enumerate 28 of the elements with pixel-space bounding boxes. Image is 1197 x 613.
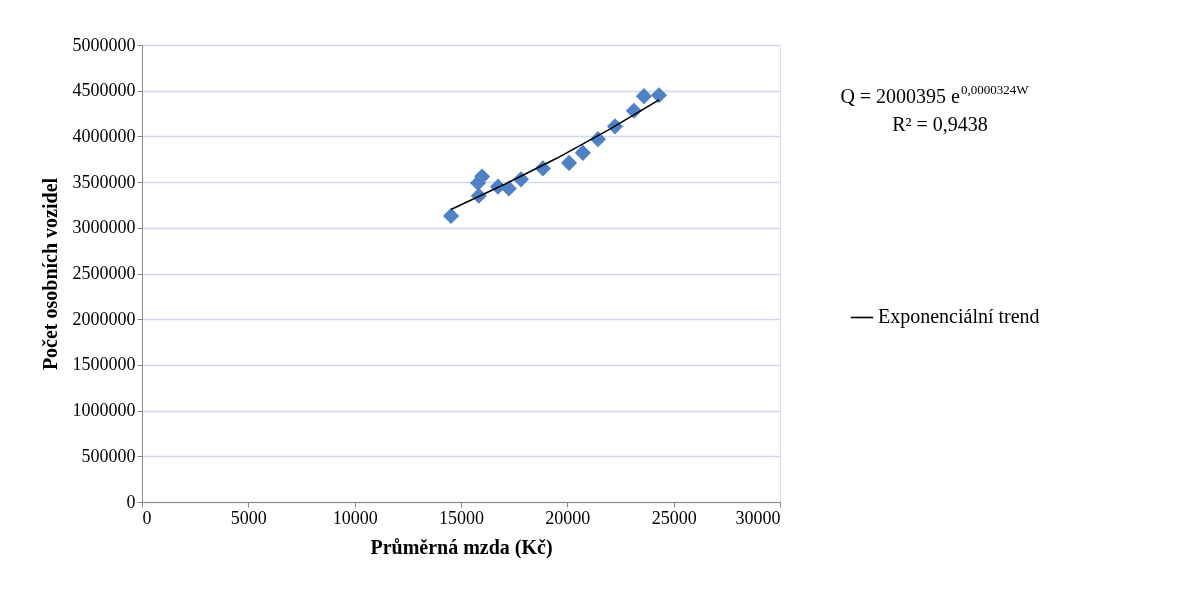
y-tick-label: 5000000 bbox=[72, 34, 136, 55]
point bbox=[560, 154, 578, 171]
point bbox=[635, 88, 652, 105]
x-tick-label: 5000 bbox=[230, 507, 267, 528]
y-tick-label: 500000 bbox=[81, 445, 136, 466]
point bbox=[442, 207, 460, 224]
y-axis-title: Počet osobních vozidel bbox=[38, 177, 61, 371]
x-tick-label: 30000 bbox=[735, 507, 781, 528]
y-tick-label: 4500000 bbox=[72, 80, 136, 101]
y-tick-label: 3000000 bbox=[72, 217, 136, 238]
y-tick-label: 3500000 bbox=[72, 171, 136, 192]
point bbox=[650, 87, 668, 104]
x-tick-label: 25000 bbox=[651, 507, 697, 528]
x-tick-label: 0 bbox=[142, 507, 152, 528]
y-tick-label: 4000000 bbox=[72, 125, 136, 146]
point bbox=[500, 180, 517, 197]
y-tick-label: 1500000 bbox=[72, 354, 136, 375]
text: R² = 0,9438 bbox=[892, 113, 988, 135]
y-tick-label: 1000000 bbox=[72, 400, 136, 421]
x-tick-label: 10000 bbox=[332, 507, 378, 528]
y-tick-label: 0 bbox=[126, 491, 136, 512]
x-tick-label: 15000 bbox=[439, 507, 484, 528]
x-axis-title: Průměrná mzda (Kč) bbox=[370, 535, 553, 559]
y-tick-label: 2000000 bbox=[72, 308, 136, 329]
legend-label: Exponenciální trend bbox=[878, 305, 1040, 329]
point bbox=[574, 144, 591, 161]
x-tick-label: 20000 bbox=[545, 507, 591, 528]
y-tick-label: 2500000 bbox=[72, 263, 136, 283]
